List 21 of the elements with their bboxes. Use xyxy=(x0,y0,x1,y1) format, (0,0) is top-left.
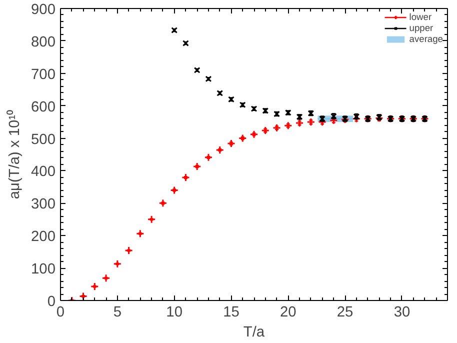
x-tick-label: 15 xyxy=(223,304,240,320)
legend-label: average xyxy=(409,34,443,44)
x-tick-label: 30 xyxy=(394,304,410,320)
y-tick-label: 600 xyxy=(31,99,56,116)
x-tick-label: 5 xyxy=(113,304,122,320)
legend-label: lower xyxy=(409,12,432,22)
legend-label: upper xyxy=(409,23,434,33)
x-tick-label: 20 xyxy=(280,304,296,320)
y-tick-label: 200 xyxy=(31,229,56,246)
y-axis-title: aμ(T/a) x 10¹⁰ xyxy=(6,110,24,200)
y-tick-label: 800 xyxy=(31,34,56,50)
y-tick-label: 400 xyxy=(31,164,56,180)
x-tick-label: 10 xyxy=(166,304,182,320)
x-tick-label: 25 xyxy=(336,304,354,320)
y-tick-label: 300 xyxy=(31,196,56,213)
y-tick-label: 500 xyxy=(31,132,56,148)
y-tick-label: 0 xyxy=(47,294,56,310)
y-tick-label: 900 xyxy=(31,2,56,18)
x-axis-title: T/a xyxy=(243,324,266,340)
y-tick-label: 700 xyxy=(31,66,56,83)
y-tick-label: 100 xyxy=(31,262,56,278)
